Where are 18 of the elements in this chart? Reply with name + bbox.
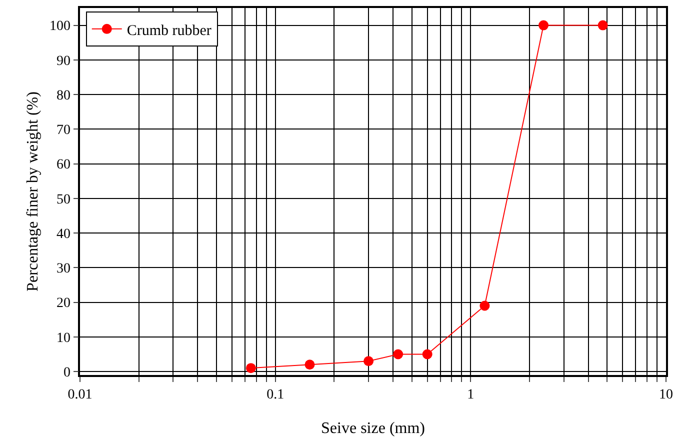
y-tick-label: 20: [56, 296, 70, 312]
y-tick-label: 70: [56, 123, 70, 138]
y-tick-label: 80: [56, 88, 70, 104]
x-tick-label: 10: [659, 388, 673, 403]
y-tick-label: 30: [56, 262, 70, 277]
y-tick-label: 50: [56, 192, 70, 208]
y-tick-label: 0: [63, 365, 70, 380]
x-tick-label: 0.01: [68, 388, 92, 403]
x-tick-label: 0.1: [266, 388, 284, 403]
y-tick-label: 60: [56, 158, 70, 173]
x-axis-title: Seive size (mm): [321, 420, 425, 437]
y-tick-label: 40: [56, 226, 70, 242]
x-tick-label: 1: [467, 388, 474, 403]
y-tick-label: 100: [49, 19, 70, 34]
y-axis-title: Percentage finer by weight (%): [24, 92, 42, 292]
y-tick-label: 90: [56, 54, 70, 69]
legend-label: Crumb rubber: [126, 22, 212, 39]
y-tick-label: 10: [56, 330, 70, 346]
